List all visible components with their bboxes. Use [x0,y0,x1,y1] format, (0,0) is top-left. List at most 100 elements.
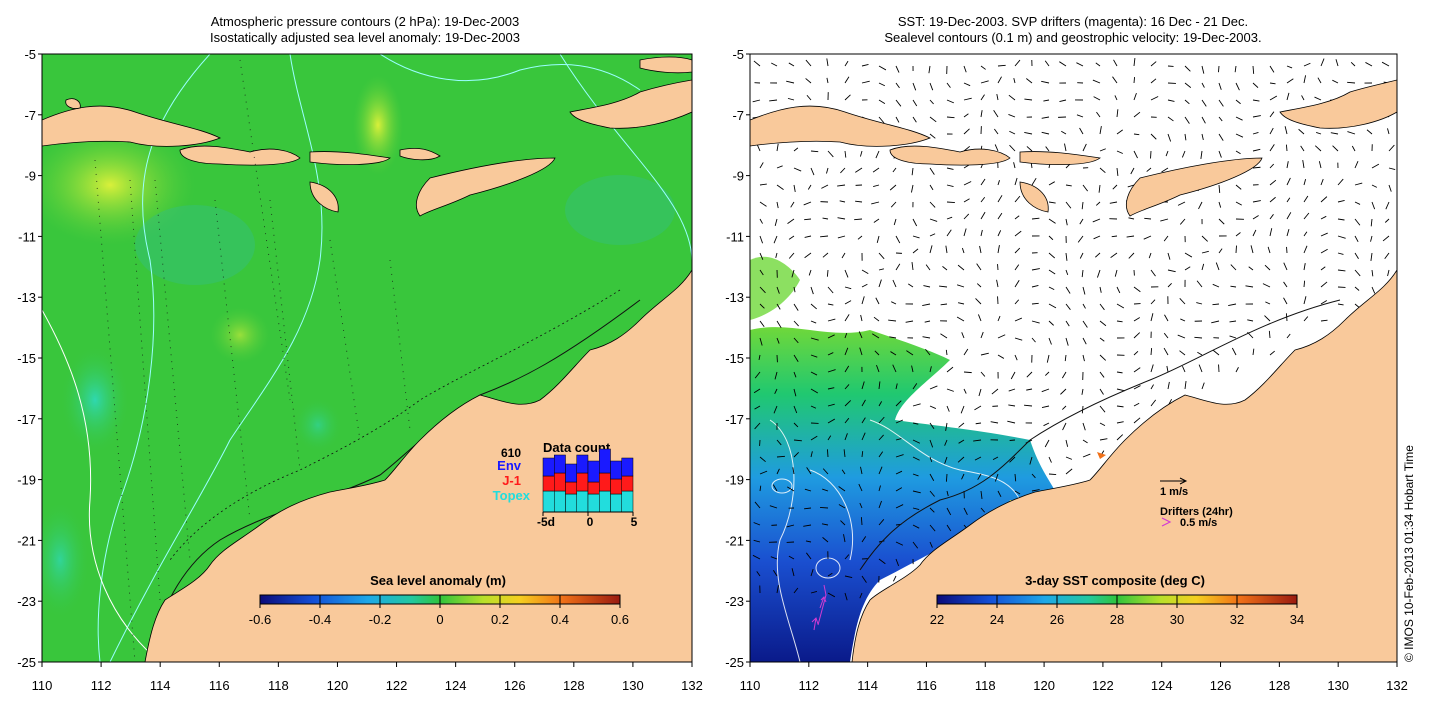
velocity-arrow [980,352,989,356]
velocity-arrow [756,571,761,577]
velocity-arrow [945,422,948,431]
velocity-arrow [1320,319,1328,322]
velocity-arrow [786,80,795,84]
velocity-arrow [1048,320,1054,326]
velocity-arrow [1133,402,1140,407]
velocity-arrow [912,422,919,425]
velocity-arrow [1320,232,1328,237]
velocity-arrow [1285,144,1288,152]
velocity-arrow [839,200,846,203]
velocity-arrow [827,387,835,390]
velocity-arrow [979,245,982,254]
velocity-arrow [1235,133,1244,138]
velocity-arrow [878,116,885,124]
velocity-arrow [1180,318,1186,322]
velocity-arrow [805,78,812,84]
velocity-arrow [1167,283,1172,288]
velocity-arrow [1234,65,1237,73]
colorbar-tick-label: 34 [1290,612,1304,627]
velocity-arrow [1099,126,1102,135]
velocity-arrow [1181,150,1186,158]
velocity-arrow [1097,269,1101,278]
velocity-arrow [1269,350,1275,356]
velocity-arrow [1268,330,1271,339]
velocity-arrow [1252,99,1260,102]
velocity-arrow [1062,422,1067,431]
velocity-arrow [891,301,897,305]
velocity-arrow [878,416,885,424]
velocity-arrow [1269,127,1274,135]
velocity-arrow [1371,201,1376,210]
velocity-arrow [1370,235,1373,242]
velocity-arrow [1160,218,1169,222]
velocity-arrow [1014,195,1021,203]
velocity-arrow [1337,199,1345,203]
velocity-arrow [963,507,968,516]
velocity-arrow [1200,150,1203,159]
velocity-arrow [759,162,764,169]
velocity-arrow [1082,354,1085,362]
data-count-bar-topex [621,490,634,513]
velocity-arrow [810,150,819,153]
velocity-arrow [892,279,897,288]
velocity-arrow [1044,60,1050,67]
velocity-arrow [1252,348,1255,356]
velocity-arrow [929,507,935,513]
velocity-arrow [827,369,836,373]
velocity-arrow [1099,354,1107,361]
velocity-arrow [790,201,795,208]
velocity-arrow [1218,184,1221,194]
velocity-arrow [1302,160,1305,169]
velocity-arrow [890,201,897,208]
velocity-arrow [1320,58,1325,67]
velocity-arrow [873,184,880,188]
velocity-arrow [1114,269,1118,277]
y-tick-label: -25 [17,655,36,670]
colorbar-tick-label: 28 [1110,612,1124,627]
velocity-arrow [1201,235,1208,242]
velocity-arrow [861,575,867,583]
velocity-arrow [878,518,885,526]
velocity-arrow [772,484,778,492]
velocity-arrow [980,507,986,513]
velocity-arrow [838,486,846,492]
velocity-arrow [976,263,982,271]
velocity-arrow [1081,388,1084,395]
velocity-arrow [1059,99,1067,102]
velocity-arrow [1269,179,1277,186]
velocity-arrow [1031,320,1040,324]
velocity-arrow [844,575,853,579]
velocity-arrow [895,400,902,407]
velocity-arrow [1143,235,1152,240]
y-tick-label: -7 [732,108,744,123]
velocity-arrow [1150,399,1157,407]
velocity-arrow [1201,116,1206,124]
velocity-arrow [793,354,799,363]
land-masses-right [750,79,1397,662]
velocity-arrow [776,143,779,152]
velocity-arrow [1163,332,1169,339]
velocity-arrow [776,286,780,294]
velocity-arrow [929,133,936,139]
velocity-arrow [946,388,954,392]
velocity-arrow [1286,197,1291,203]
velocity-arrow [1116,320,1123,323]
velocity-arrow [1269,214,1274,220]
velocity-arrow [1283,297,1288,305]
velocity-arrow [860,314,863,322]
velocity-arrow [826,77,829,84]
x-tick-label: 114 [150,678,171,693]
velocity-arrow [997,76,1002,84]
velocity-arrow [804,218,812,221]
velocity-arrow [1031,473,1036,479]
x-tick-label: 120 [327,678,349,693]
velocity-arrow [1064,354,1067,362]
velocity-arrow [759,456,766,463]
velocity-arrow [1048,286,1055,291]
velocity-arrow [929,201,936,208]
x-tick-label: 110 [740,678,761,693]
x-tick-label: 128 [1269,678,1291,693]
velocity-arrow [759,218,763,224]
velocity-arrow [997,212,1003,220]
velocity-arrow [929,473,935,481]
